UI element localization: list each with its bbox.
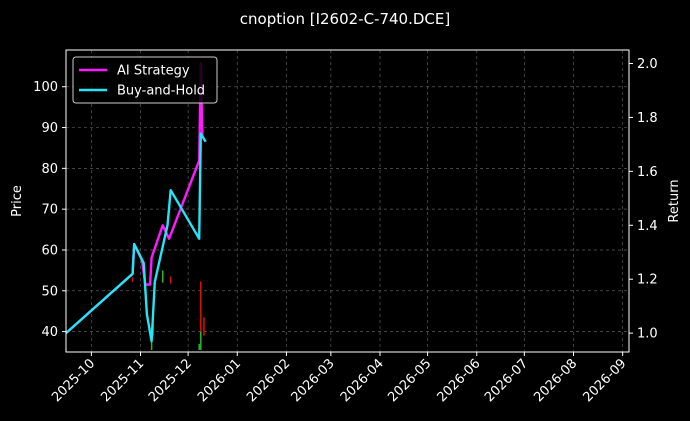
y-left-tick-label: 70 — [41, 203, 58, 218]
signal-bar — [200, 331, 202, 350]
x-tick-label: 2025-11 — [98, 356, 147, 405]
x-tick-label: 2026-04 — [338, 356, 387, 405]
grid — [66, 50, 629, 352]
legend-box — [72, 56, 218, 104]
chart-title: cnoption [I2602-C-740.DCE] — [240, 10, 450, 28]
y-axis-left: 40 50 60 70 80 90 100 — [33, 80, 66, 340]
x-tick-label: 2026-08 — [531, 356, 580, 405]
y-right-tick-label: 1.6 — [637, 165, 658, 180]
y-right-tick-label: 2.0 — [637, 57, 658, 72]
x-tick-label: 2026-09 — [580, 356, 629, 405]
y-left-tick-label: 80 — [41, 162, 58, 177]
series-line-ai-strategy — [65, 62, 207, 334]
x-tick-label: 2026-01 — [195, 356, 244, 405]
y-right-tick-label: 1.4 — [637, 219, 658, 234]
signal-bar — [200, 281, 202, 336]
x-tick-label: 2026-03 — [289, 356, 338, 405]
y-left-tick-label: 50 — [41, 284, 58, 299]
y-axis-left-title: Price — [10, 185, 25, 217]
x-tick-label: 2026-06 — [435, 356, 484, 405]
y-left-tick-label: 90 — [41, 121, 58, 136]
y-right-tick-label: 1.8 — [637, 111, 658, 126]
x-tick-label: 2026-05 — [385, 356, 434, 405]
legend-label-ai-strategy: AI Strategy — [117, 64, 190, 79]
series-lines — [65, 62, 207, 343]
x-tick-label: 2026-07 — [482, 356, 531, 405]
signal-bar — [161, 270, 164, 283]
x-tick-label: 2025-12 — [146, 356, 195, 405]
plot-frame — [65, 49, 630, 353]
legend-label-buy-and-hold: Buy-and-Hold — [117, 84, 205, 99]
y-left-tick-label: 100 — [33, 80, 58, 95]
y-right-tick-label: 1.0 — [637, 327, 658, 342]
x-tick-label: 2026-02 — [244, 356, 293, 405]
y-left-tick-label: 40 — [41, 325, 58, 340]
signal-bar — [198, 343, 200, 350]
signal-bar — [203, 317, 205, 336]
legend: AI Strategy Buy-and-Hold — [72, 56, 218, 104]
y-axis-right-title: Return — [667, 179, 682, 222]
y-right-tick-label: 1.2 — [637, 273, 658, 288]
x-tick-label: 2025-10 — [49, 356, 98, 405]
y-axis-right: 1.0 1.2 1.4 1.6 1.8 2.0 — [629, 57, 658, 342]
signal-bar — [169, 276, 172, 284]
series-line-buy-and-hold — [65, 132, 207, 343]
signal-bar — [131, 277, 134, 282]
signal-bars — [131, 270, 205, 350]
y-left-tick-label: 60 — [41, 243, 58, 258]
